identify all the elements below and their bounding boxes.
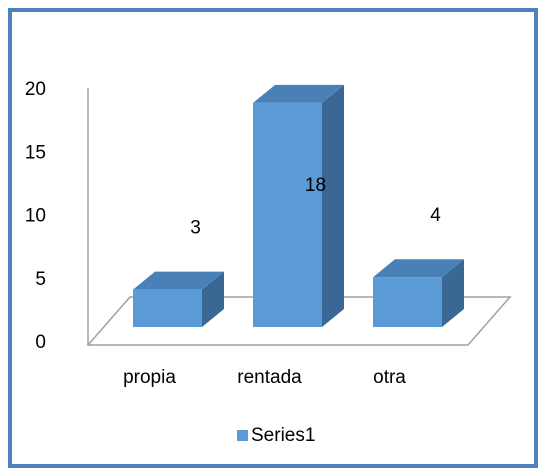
bar-side (442, 259, 464, 327)
bar (373, 277, 442, 327)
y-tick-label: 20 (25, 79, 46, 100)
bar-top (373, 259, 464, 278)
y-tick-label: 10 (25, 206, 46, 227)
x-tick-label: propia (123, 367, 176, 388)
x-tick-label: otra (373, 367, 406, 388)
bar (253, 102, 322, 328)
y-tick-label: 5 (35, 269, 46, 290)
bar-side (322, 84, 344, 328)
x-tick-label: rentada (237, 367, 302, 388)
data-label: 3 (190, 218, 201, 239)
bar-side (202, 271, 224, 327)
bar (133, 289, 202, 327)
legend-swatch (237, 430, 248, 441)
y-tick-label: 0 (35, 332, 46, 353)
bar-top (133, 271, 224, 290)
data-label: 4 (430, 205, 441, 226)
data-label: 18 (305, 175, 326, 196)
y-tick-label: 15 (25, 142, 46, 163)
bar-top (253, 84, 344, 103)
legend-label: Series1 (251, 425, 315, 446)
